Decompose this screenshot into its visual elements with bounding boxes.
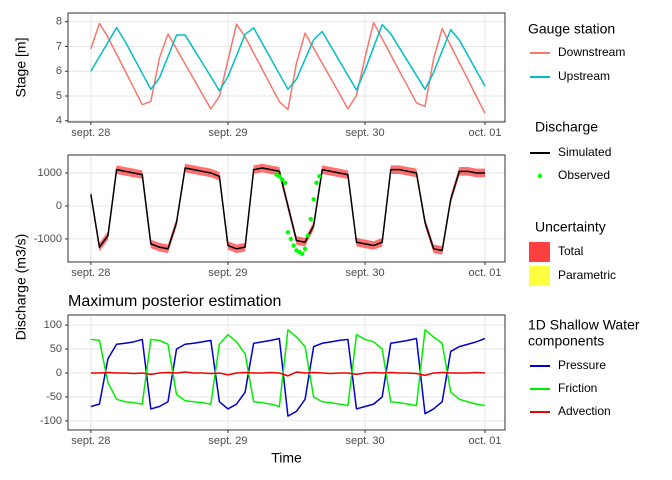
observed-point	[311, 197, 316, 202]
y-axis-title: Discharge (m3/s)	[13, 234, 29, 341]
legend-label: Advection	[558, 404, 611, 418]
legend-swatch	[529, 242, 550, 262]
observed-point	[282, 180, 288, 186]
observed-point	[285, 230, 291, 235]
x-axis-title: Time	[271, 450, 302, 466]
panel-border	[67, 12, 506, 123]
legend-label: Total	[558, 244, 583, 258]
uncertainty-band	[90, 163, 486, 255]
legend-label: Observed	[558, 168, 610, 182]
panel-background	[68, 13, 505, 122]
observed-point	[308, 216, 313, 222]
observed-point	[277, 174, 282, 179]
observed-point	[317, 174, 322, 179]
y-tick-label: 1000	[38, 167, 62, 179]
x-tick-label: sept. 29	[208, 127, 247, 139]
observed-point	[280, 177, 285, 182]
observed-point	[288, 236, 293, 242]
x-tick-label: sept. 29	[208, 267, 247, 279]
series-line	[90, 21, 486, 114]
legend-label: Downstream	[558, 45, 625, 59]
series-line	[90, 337, 486, 417]
y-tick-label: 5	[56, 90, 62, 102]
y-tick-label: 0	[56, 200, 62, 212]
legend-title: Gauge station	[528, 21, 615, 37]
y-tick-label: 0	[56, 367, 62, 379]
series-line	[90, 329, 486, 408]
panel-title: Maximum posterior estimation	[68, 293, 281, 310]
x-tick-label: oct. 01	[468, 267, 501, 279]
legend-title: components	[528, 333, 604, 349]
legend-title: Uncertainty	[535, 219, 606, 235]
panel-border	[67, 154, 506, 263]
y-tick-label: 7	[56, 40, 62, 52]
observed-point	[314, 180, 319, 186]
x-tick-label: sept. 30	[345, 435, 384, 447]
x-tick-label: sept. 30	[345, 267, 384, 279]
x-tick-label: oct. 01	[468, 435, 501, 447]
plot-area	[90, 21, 486, 114]
legend-swatch	[537, 173, 543, 179]
observed-point	[300, 251, 305, 256]
series-line	[90, 371, 486, 377]
legend-swatch	[529, 266, 550, 286]
x-tick-label: sept. 30	[345, 127, 384, 139]
observed-point	[302, 246, 308, 252]
series-line	[90, 167, 486, 252]
legend-label: Friction	[558, 381, 597, 395]
legend-label: Pressure	[558, 358, 606, 372]
plot-area	[90, 163, 486, 256]
legend-label: Simulated	[558, 145, 611, 159]
x-tick-label: sept. 28	[71, 127, 110, 139]
legend-title: Discharge	[535, 119, 598, 135]
legend-label: Upstream	[558, 69, 610, 83]
y-tick-label: -50	[46, 391, 62, 403]
x-tick-label: sept. 28	[71, 435, 110, 447]
panel-border	[67, 314, 506, 431]
x-tick-label: sept. 28	[71, 267, 110, 279]
y-tick-label: -100	[40, 415, 62, 427]
y-tick-label: 4	[56, 115, 62, 127]
legend-label: Parametric	[558, 268, 616, 282]
plot-area	[90, 329, 486, 417]
observed-point	[291, 243, 296, 248]
y-tick-label: -1000	[34, 233, 62, 245]
series-line	[90, 23, 486, 92]
y-tick-label: 100	[44, 319, 62, 331]
observed-point	[305, 233, 311, 238]
y-axis-title: Stage [m]	[13, 38, 29, 98]
y-tick-label: 8	[56, 16, 62, 28]
x-tick-label: oct. 01	[468, 127, 501, 139]
y-tick-label: 6	[56, 65, 62, 77]
y-tick-label: 50	[50, 343, 62, 355]
legend-title: 1D Shallow Water	[528, 317, 640, 333]
x-tick-label: sept. 29	[208, 435, 247, 447]
